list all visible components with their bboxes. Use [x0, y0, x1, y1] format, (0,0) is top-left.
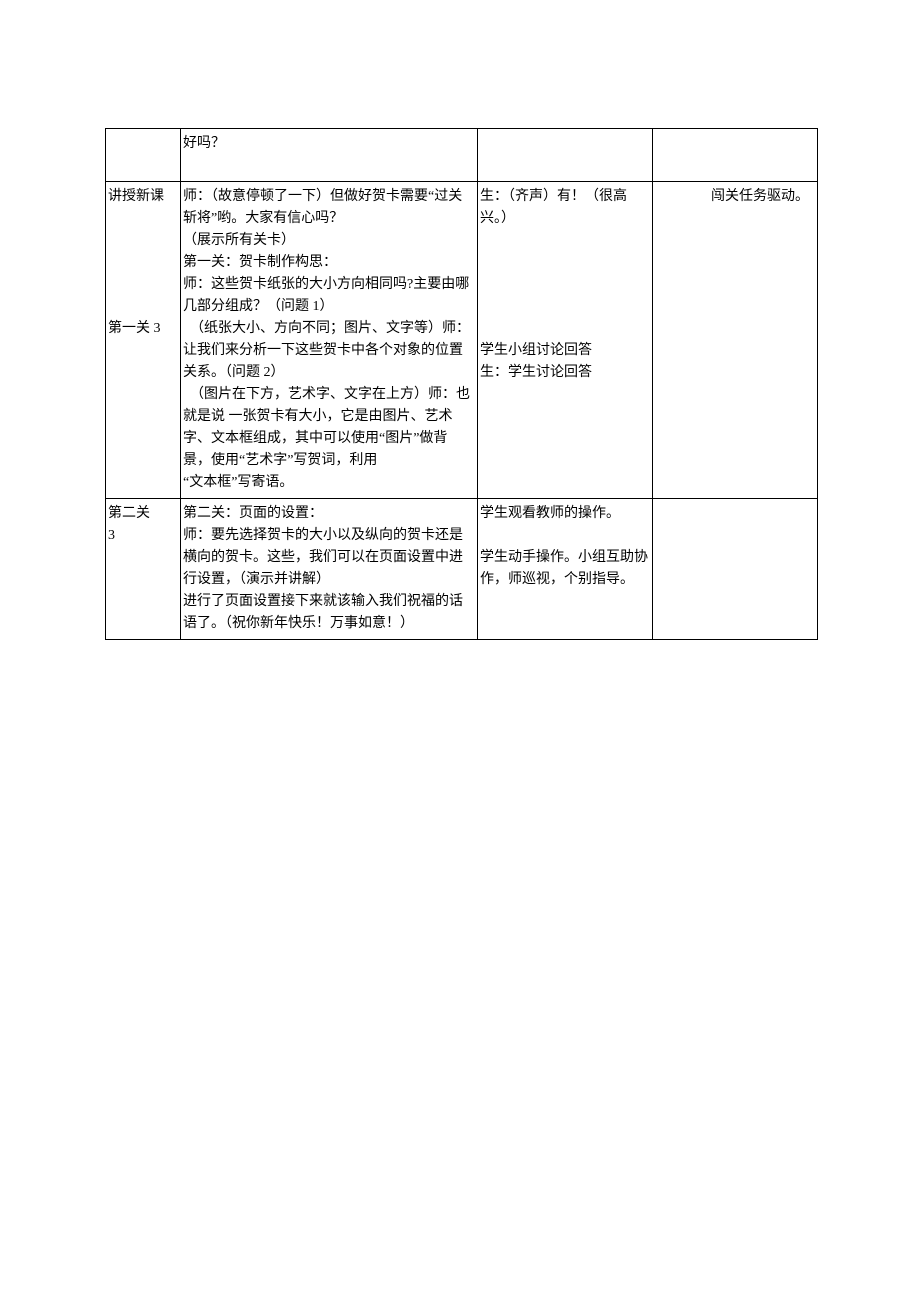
cell-stage: 讲授新课 第一关 3: [106, 182, 181, 499]
teacher-text: 进行了页面设置接下来就该输入我们祝福的话语了。（祝你新年快乐！万事如意！）: [183, 591, 475, 635]
teacher-text: 第二关：页面的设置：: [183, 503, 475, 525]
design-text: 闯关任务驱动。: [655, 186, 815, 208]
student-text: 生：（齐声）有！（很高兴。）: [480, 186, 650, 230]
stage-text: 第一关 3: [108, 321, 161, 336]
table-row: 讲授新课 第一关 3 师：（故意停顿了一下）但做好贺卡需要“过关斩将”哟。大家有…: [106, 182, 818, 499]
stage-text: 3: [108, 525, 178, 547]
cell-stage: 第二关 3: [106, 499, 181, 640]
cell-design: [653, 129, 818, 182]
student-text: 生：学生讨论回答: [480, 362, 650, 384]
cell-design: 闯关任务驱动。: [653, 182, 818, 499]
teacher-text: （图片在下方，艺术字、文字在上方）师：也就是说 一张贺卡有大小，它是由图片、艺术…: [183, 384, 475, 472]
cell-student: 生：（齐声）有！（很高兴。） 学生小组讨论回答 生：学生讨论回答: [478, 182, 653, 499]
teacher-text: 师：要先选择贺卡的大小以及纵向的贺卡还是横向的贺卡。这些，我们可以在页面设置中进…: [183, 525, 475, 591]
teacher-text: （展示所有关卡）: [183, 230, 475, 252]
spacer: [480, 525, 650, 547]
teacher-text: “文本框”写寄语。: [183, 472, 475, 494]
stage-text: 第二关: [108, 503, 178, 525]
teacher-text: （纸张大小、方向不同；图片、文字等）师：让我们来分析一下这些贺卡中各个对象的位置…: [183, 318, 475, 384]
teacher-text: 第一关：贺卡制作构思：: [183, 252, 475, 274]
cell-stage: [106, 129, 181, 182]
cell-teacher: 第二关：页面的设置： 师：要先选择贺卡的大小以及纵向的贺卡还是横向的贺卡。这些，…: [181, 499, 478, 640]
page: 好吗？ 讲授新课 第一关 3 师：（故意停顿了一下）但做好贺卡需要“过关斩将”哟…: [0, 0, 920, 640]
teacher-text: 师：（故意停顿了一下）但做好贺卡需要“过关斩将”哟。大家有信心吗？: [183, 186, 475, 230]
table-row: 第二关 3 第二关：页面的设置： 师：要先选择贺卡的大小以及纵向的贺卡还是横向的…: [106, 499, 818, 640]
stage-text: 讲授新课: [108, 189, 164, 204]
cell-teacher: 师：（故意停顿了一下）但做好贺卡需要“过关斩将”哟。大家有信心吗？ （展示所有关…: [181, 182, 478, 499]
student-text: 学生观看教师的操作。: [480, 503, 650, 525]
cell-student: 学生观看教师的操作。 学生动手操作。小组互助协作，师巡视，个别指导。: [478, 499, 653, 640]
cell-design: [653, 499, 818, 640]
cell-teacher: 好吗？: [181, 129, 478, 182]
teacher-text: 师：这些贺卡纸张的大小方向相同吗?主要由哪几部分组成？（问题 1）: [183, 274, 475, 318]
student-text: 学生动手操作。小组互助协作，师巡视，个别指导。: [480, 547, 650, 591]
lesson-table: 好吗？ 讲授新课 第一关 3 师：（故意停顿了一下）但做好贺卡需要“过关斩将”哟…: [105, 128, 818, 640]
table-row: 好吗？: [106, 129, 818, 182]
cell-student: [478, 129, 653, 182]
student-text: 学生小组讨论回答: [480, 340, 650, 362]
spacer: [480, 230, 650, 340]
